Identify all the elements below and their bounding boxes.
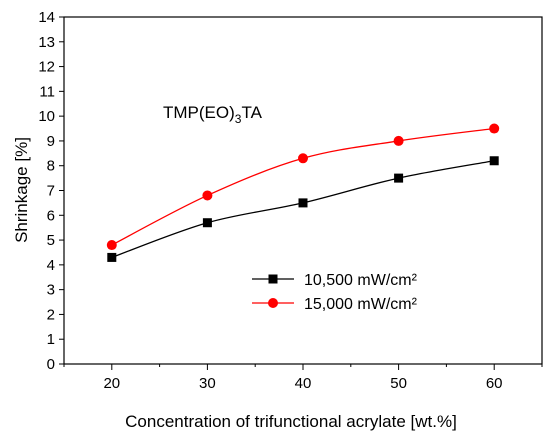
series-line	[111, 160, 495, 259]
data-point-square	[107, 252, 117, 262]
legend: 10,500 mW/cm² 15,000 mW/cm²	[252, 272, 418, 313]
axes	[63, 16, 543, 365]
legend-marker-circle	[268, 298, 278, 308]
series-line	[111, 127, 495, 246]
data-point-square	[298, 198, 308, 208]
y-tick-label: 12	[38, 59, 55, 76]
legend-label: 15,000 mW/cm²	[304, 296, 418, 313]
y-axis-title: Shrinkage [%]	[12, 137, 31, 243]
y-tick-label: 14	[38, 9, 55, 26]
y-tick-label: 2	[47, 306, 55, 323]
data-point-circle	[489, 123, 500, 134]
x-axis-title: Concentration of trifunctional acrylate …	[125, 412, 457, 431]
x-tick-label: 20	[103, 375, 120, 392]
plot-frame	[63, 16, 543, 365]
data-point-circle	[298, 153, 308, 164]
data-point-circle	[202, 190, 213, 201]
y-tick-label: 6	[47, 207, 55, 224]
y-tick-label: 10	[38, 108, 55, 125]
annotation-text: TMP(EO)3TA	[163, 103, 263, 126]
x-tick-label: 40	[295, 375, 312, 392]
y-tick-label: 13	[38, 34, 55, 51]
series-layer	[106, 123, 500, 262]
legend-marker-square	[268, 274, 278, 284]
y-tick-label: 7	[47, 183, 55, 200]
y-tick-label: 1	[47, 331, 55, 348]
y-tick-label: 8	[47, 158, 55, 175]
data-point-square	[202, 218, 212, 228]
y-tick-label: 0	[47, 356, 55, 373]
data-point-circle	[106, 240, 117, 251]
data-point-circle	[393, 135, 404, 146]
x-tick-label: 60	[486, 375, 503, 392]
y-tick-label: 11	[39, 83, 55, 100]
y-tick-label: 5	[47, 232, 55, 249]
data-point-square	[394, 173, 404, 183]
y-tick-label: 9	[47, 133, 55, 150]
y-tick-label: 4	[47, 257, 55, 274]
legend-label: 10,500 mW/cm²	[304, 272, 418, 289]
y-tick-label: 3	[47, 282, 55, 299]
x-tick-label: 50	[390, 375, 407, 392]
data-point-square	[489, 156, 499, 166]
x-tick-label: 30	[199, 375, 216, 392]
